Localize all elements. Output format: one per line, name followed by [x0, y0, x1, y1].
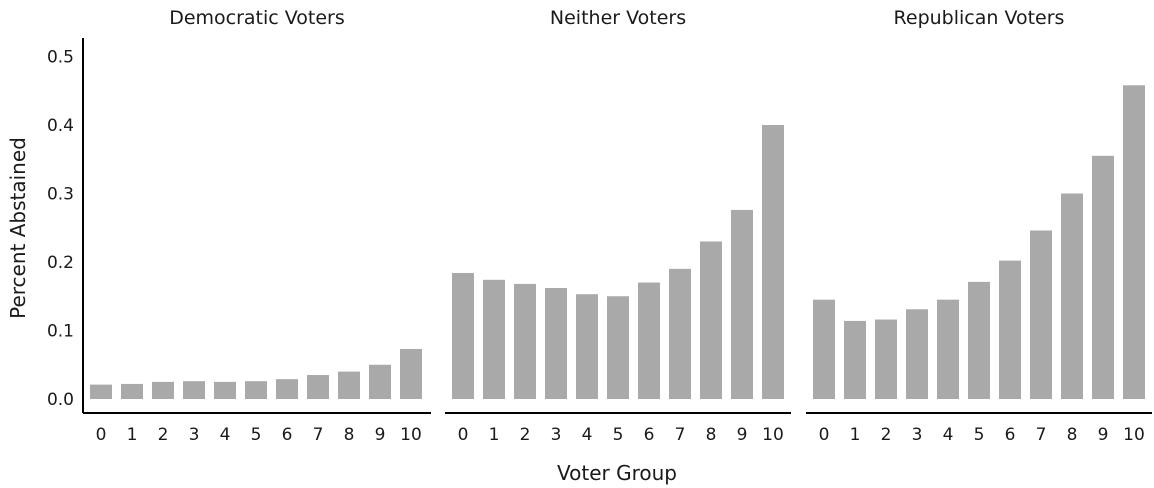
x-tick-label: 8 [344, 425, 355, 445]
axes [82, 38, 1152, 414]
x-tick-labels: 0 1 2 3 4 5 6 7 8 9 10 0 1 2 3 4 5 6 7 8 9 10 0 1 2 3 4 5 6 7 8 9 10 [96, 425, 1145, 445]
bar [483, 279, 505, 399]
bar [844, 320, 866, 399]
x-tick-label: 0 [458, 425, 469, 445]
facet-title: Neither Voters [550, 7, 686, 29]
x-tick-label: 5 [613, 425, 624, 445]
facet-titles: Democratic Voters Neither Voters Republica… [169, 7, 1064, 29]
bar [369, 364, 391, 399]
bar [121, 383, 143, 399]
bar [813, 299, 835, 399]
x-tick-label: 3 [551, 425, 562, 445]
bar [214, 381, 236, 399]
x-tick-label: 0 [96, 425, 107, 445]
x-tick-label: 6 [282, 425, 293, 445]
x-tick-label: 2 [520, 425, 531, 445]
bar [999, 260, 1021, 399]
x-tick-label: 7 [313, 425, 324, 445]
x-axis-title: Voter Group [557, 461, 677, 485]
x-tick-label: 8 [1067, 425, 1078, 445]
bar [1123, 85, 1145, 400]
bar [338, 371, 360, 399]
x-tick-label: 6 [644, 425, 655, 445]
x-tick-label: 5 [251, 425, 262, 445]
bar [875, 319, 897, 399]
x-tick-label: 4 [582, 425, 593, 445]
x-tick-label: 1 [850, 425, 861, 445]
bar [638, 282, 660, 399]
y-tick-labels: 0.0 0.1 0.2 0.3 0.4 0.5 [47, 48, 74, 411]
bar [90, 384, 112, 399]
bar [514, 283, 536, 399]
bar [968, 281, 990, 399]
y-tick-label: 0.1 [47, 322, 74, 342]
y-tick-label: 0.0 [47, 390, 74, 410]
bars [90, 85, 1145, 400]
x-tick-label: 0 [819, 425, 830, 445]
bar [545, 288, 567, 399]
bar [607, 296, 629, 399]
x-tick-label: 4 [220, 425, 231, 445]
bar [245, 381, 267, 399]
y-tick-label: 0.5 [47, 48, 74, 68]
bar [669, 268, 691, 399]
x-tick-label: 1 [127, 425, 138, 445]
x-tick-label: 9 [737, 425, 748, 445]
bar [762, 125, 784, 399]
bar [276, 379, 298, 399]
bar [576, 294, 598, 399]
y-tick-label: 0.2 [47, 253, 74, 273]
x-tick-label: 7 [675, 425, 686, 445]
x-tick-label: 9 [1098, 425, 1109, 445]
bar [906, 309, 928, 399]
bar [152, 381, 174, 399]
bar [452, 272, 474, 399]
y-tick-label: 0.4 [47, 116, 74, 136]
x-tick-label: 7 [1036, 425, 1047, 445]
x-tick-label: 9 [375, 425, 386, 445]
x-tick-label: 1 [489, 425, 500, 445]
bar [700, 241, 722, 399]
x-tick-label: 3 [912, 425, 923, 445]
x-tick-label: 2 [158, 425, 169, 445]
bar [1030, 230, 1052, 399]
bar [1092, 155, 1114, 399]
x-tick-label: 8 [706, 425, 717, 445]
bar [400, 348, 422, 399]
bar [307, 375, 329, 399]
x-tick-label: 10 [400, 425, 422, 445]
bar [1061, 193, 1083, 399]
x-tick-label: 10 [1123, 425, 1145, 445]
x-tick-label: 2 [881, 425, 892, 445]
bar [183, 381, 205, 399]
x-tick-label: 6 [1005, 425, 1016, 445]
y-tick-label: 0.3 [47, 185, 74, 205]
x-tick-label: 10 [762, 425, 784, 445]
x-tick-label: 3 [189, 425, 200, 445]
bar [937, 299, 959, 399]
y-axis-title: Percent Abstained [6, 137, 30, 319]
x-tick-label: 4 [943, 425, 954, 445]
facet-title: Republican Voters [894, 7, 1065, 29]
facet-title: Democratic Voters [169, 7, 345, 29]
x-tick-label: 5 [974, 425, 985, 445]
bar [731, 209, 753, 399]
